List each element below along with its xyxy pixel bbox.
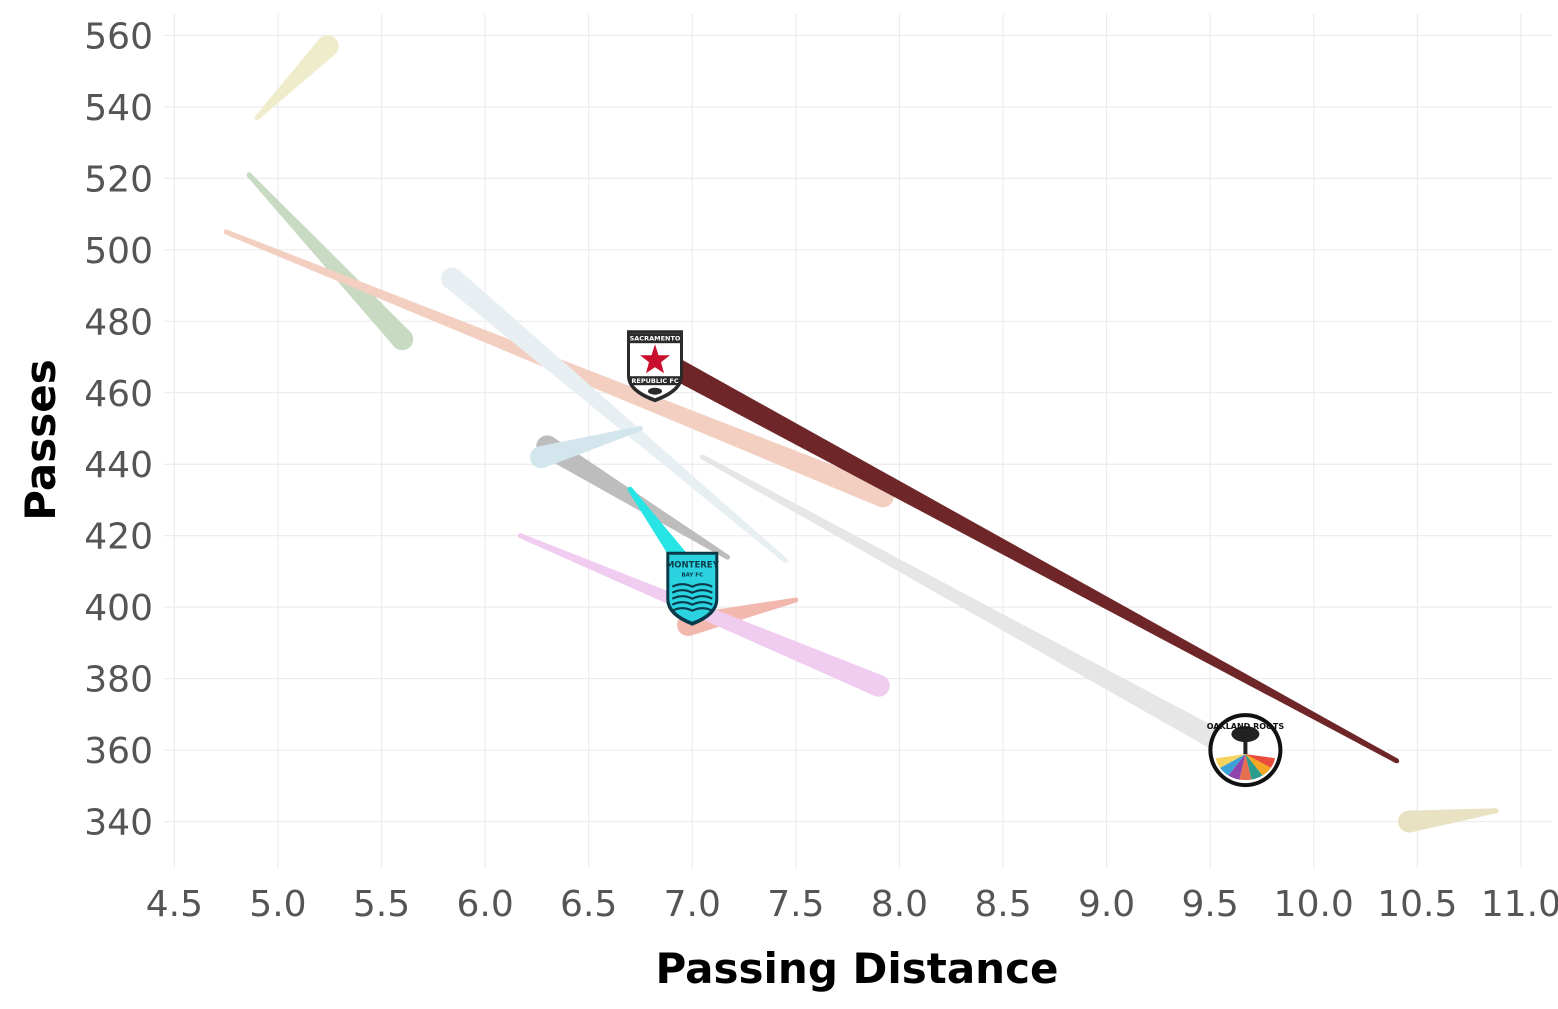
logo-wordmark-top: MONTEREY	[666, 561, 720, 571]
wave-icon	[671, 601, 713, 606]
y-tick-label: 400	[84, 588, 153, 629]
wave-icon	[671, 589, 713, 594]
comet-body	[538, 426, 642, 468]
x-tick-label: 5.5	[353, 884, 410, 925]
x-tick-label: 10.0	[1274, 884, 1354, 925]
logo-layer: SACRAMENTO REPUBLIC FC MONTEREY BAY FC OAKLA…	[627, 330, 1285, 788]
y-tick-label: 360	[84, 731, 153, 772]
comet-tail-point	[1394, 758, 1400, 764]
logo-root-segment	[1245, 754, 1263, 780]
shield-top-band	[630, 333, 680, 344]
comet-head-point	[316, 35, 339, 58]
x-axis-title: Passing Distance	[656, 944, 1059, 993]
y-tick-label: 520	[84, 159, 153, 200]
tree-trunk-icon	[1243, 736, 1248, 755]
y-axis-title: Passes	[16, 359, 65, 520]
comet-tail-point	[782, 558, 788, 564]
oakland-logo: OAKLAND ROOTS	[1207, 713, 1285, 788]
y-tick-label: 440	[84, 445, 153, 486]
comet-head-point	[530, 446, 553, 469]
wave-icon	[671, 583, 713, 588]
x-tick-label: 7.0	[664, 884, 721, 925]
x-tick-label: 6.5	[560, 884, 617, 925]
comet-tail-point	[517, 533, 523, 539]
comet-tail-point	[724, 554, 730, 560]
x-tick-label: 9.5	[1182, 884, 1239, 925]
wave-icon	[671, 595, 713, 600]
series-layer	[223, 35, 1499, 833]
sacramento-logo: SACRAMENTO REPUBLIC FC	[627, 330, 683, 403]
tick-layer: 4.5 5.0 5.5 6.0 6.5 7.0 7.5 8.0 8.5 9.0 9.5 10.0 10.…	[84, 16, 1558, 925]
y-tick-label: 540	[84, 88, 153, 129]
comet-head-point	[867, 674, 890, 697]
tree-canopy-icon	[1231, 726, 1260, 743]
x-tick-label: 6.0	[456, 884, 513, 925]
series-comet	[530, 425, 643, 469]
y-tick-label: 380	[84, 660, 153, 701]
x-tick-label: 4.5	[146, 884, 203, 925]
series-comet	[1398, 808, 1499, 833]
comet-tail-point	[700, 454, 706, 460]
logo-root-segment	[1239, 754, 1252, 781]
star-icon	[640, 344, 670, 374]
comet-tail-point	[254, 115, 260, 121]
x-tick-label: 10.5	[1377, 884, 1457, 925]
x-tick-label: 9.0	[1078, 884, 1135, 925]
y-tick-label: 500	[84, 231, 153, 272]
y-tick-label: 480	[84, 302, 153, 343]
wave-icon	[671, 607, 713, 612]
logo-root-segment	[1215, 754, 1246, 768]
comet-tail-point	[1493, 808, 1499, 814]
comet-head-point	[440, 267, 463, 290]
y-tick-label: 340	[84, 803, 153, 844]
comet-body	[662, 354, 1398, 763]
logo-root-segment	[1245, 754, 1271, 776]
x-tick-label: 8.5	[974, 884, 1031, 925]
comet-body	[444, 270, 788, 563]
shield-bottom-band	[630, 376, 680, 386]
comet-tail-point	[246, 172, 252, 178]
comet-body	[701, 454, 1241, 760]
comet-body	[685, 597, 797, 636]
monterey-logo: MONTEREY BAY FC	[666, 551, 720, 626]
logo-root-segment	[1245, 754, 1275, 768]
logo-root-segment	[1220, 754, 1246, 776]
logo-wordmark-top: SACRAMENTO	[630, 335, 681, 343]
y-tick-label: 460	[84, 374, 153, 415]
x-tick-label: 11.0	[1481, 884, 1558, 925]
comet-body	[255, 38, 336, 120]
comet-tail-point	[637, 425, 643, 431]
grid-layer	[164, 14, 1552, 868]
series-comet	[254, 35, 339, 121]
logo-wordmark: OAKLAND ROOTS	[1207, 722, 1285, 731]
series-comet	[700, 454, 1247, 762]
x-tick-label: 8.0	[871, 884, 928, 925]
logo-wordmark-bottom: REPUBLIC FC	[631, 377, 678, 385]
series-comet	[440, 267, 788, 564]
bear-icon	[648, 387, 662, 395]
x-tick-label: 7.5	[767, 884, 824, 925]
logo-root-segment	[1228, 754, 1246, 780]
series-comet	[246, 172, 414, 351]
comet-head-point	[391, 328, 414, 351]
x-tick-label: 5.0	[249, 884, 306, 925]
logo-wordmark-bottom: BAY FC	[681, 573, 703, 579]
comet-tail-point	[793, 597, 799, 603]
comet-head-point	[1398, 810, 1421, 833]
comet-body	[247, 173, 411, 347]
comet-tail-point	[223, 229, 229, 235]
shield-face-icon	[669, 554, 716, 622]
comet-body	[1407, 808, 1497, 833]
y-tick-label: 420	[84, 517, 153, 558]
y-tick-label: 560	[84, 16, 153, 57]
comet-tail-point	[627, 486, 633, 492]
series-comet	[656, 353, 1400, 764]
